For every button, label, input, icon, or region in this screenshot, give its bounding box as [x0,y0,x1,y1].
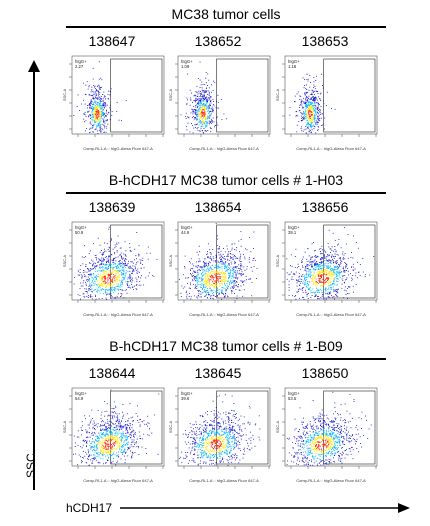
plot-xlabel: Comp-RL1-A :: hIgG-Alexa Fluor 647-A [83,312,153,317]
gate-percent: 1.09 [181,64,190,69]
gate-percent: 54.9 [75,396,84,401]
sample-id: 138653 [301,33,349,49]
plot-xlabel: Comp-RL1-A :: hIgG-Alexa Fluor 647-A [189,312,259,317]
axis-y-label: SSC [24,453,38,478]
sample-id: 138644 [88,365,136,381]
gate-percent: 53.5 [288,396,297,401]
plot-ylabel: SSC-A [275,255,280,268]
gate-label: hIgG+ [75,391,87,396]
section-title: B-hCDH17 MC38 tumor cells # 1-H03 [108,172,344,188]
section-divider [66,192,386,194]
gate-percent: 50.9 [75,230,84,235]
ssc-axis-arrow [28,60,40,490]
gate-label: hIgG+ [75,225,87,230]
sample-id: 138639 [88,199,136,215]
plot-xlabel: Comp-RL1-A :: hIgG-Alexa Fluor 647-A [296,478,366,483]
density-scatter [286,391,372,466]
sample-id: 138650 [301,365,349,381]
sample-id: 138656 [301,199,349,215]
plot-ylabel: SSC-A [62,89,67,102]
density-scatter [289,73,336,134]
plot-xlabel: Comp-RL1-A :: hIgG-Alexa Fluor 647-A [83,146,153,151]
sample-id: 138645 [194,365,242,381]
gate-label: hIgG+ [288,225,300,230]
plot-ylabel: SSC-A [168,421,173,434]
gate-percent: 2.27 [75,64,84,69]
density-scatter [179,223,258,300]
section-divider [66,26,386,28]
density-scatter [180,61,227,134]
plot-xlabel: Comp-RL1-A :: hIgG-Alexa Fluor 647-A [189,146,259,151]
density-scatter [73,389,160,466]
plot-xlabel: Comp-RL1-A :: hIgG-Alexa Fluor 647-A [296,146,366,151]
density-scatter [179,394,261,466]
gate-label: hIgG+ [181,225,193,230]
gate-label: hIgG+ [181,59,193,64]
sample-id: 138652 [194,33,242,49]
hcdh17-axis-arrow [120,503,410,513]
gate-label: hIgG+ [288,59,300,64]
density-scatter [73,226,158,300]
gate-label: hIgG+ [75,59,87,64]
plot-ylabel: SSC-A [168,89,173,102]
sample-id: 138654 [194,199,242,215]
gate-label: hIgG+ [181,391,193,396]
gate-label: hIgG+ [288,391,300,396]
plot-xlabel: Comp-RL1-A :: hIgG-Alexa Fluor 647-A [296,312,366,317]
plot-ylabel: SSC-A [275,89,280,102]
plot-ylabel: SSC-A [168,255,173,268]
sample-id: 138647 [88,33,136,49]
plot-ylabel: SSC-A [62,255,67,268]
plot-ylabel: SSC-A [62,421,67,434]
gate-percent: 1.18 [288,64,297,69]
plot-ylabel: SSC-A [275,421,280,434]
plot-xlabel: Comp-RL1-A :: hIgG-Alexa Fluor 647-A [189,478,259,483]
density-scatter [286,227,375,300]
density-scatter [73,61,127,134]
gate-percent: 39.6 [181,396,190,401]
gate-percent: 44.9 [181,230,190,235]
axis-x-label: hCDH17 [66,501,113,515]
gate-percent: 39.1 [288,230,297,235]
section-title: MC38 tumor cells [171,6,281,22]
plot-xlabel: Comp-RL1-A :: hIgG-Alexa Fluor 647-A [83,478,153,483]
section-title: B-hCDH17 MC38 tumor cells # 1-B09 [109,338,343,354]
section-divider [66,358,386,360]
